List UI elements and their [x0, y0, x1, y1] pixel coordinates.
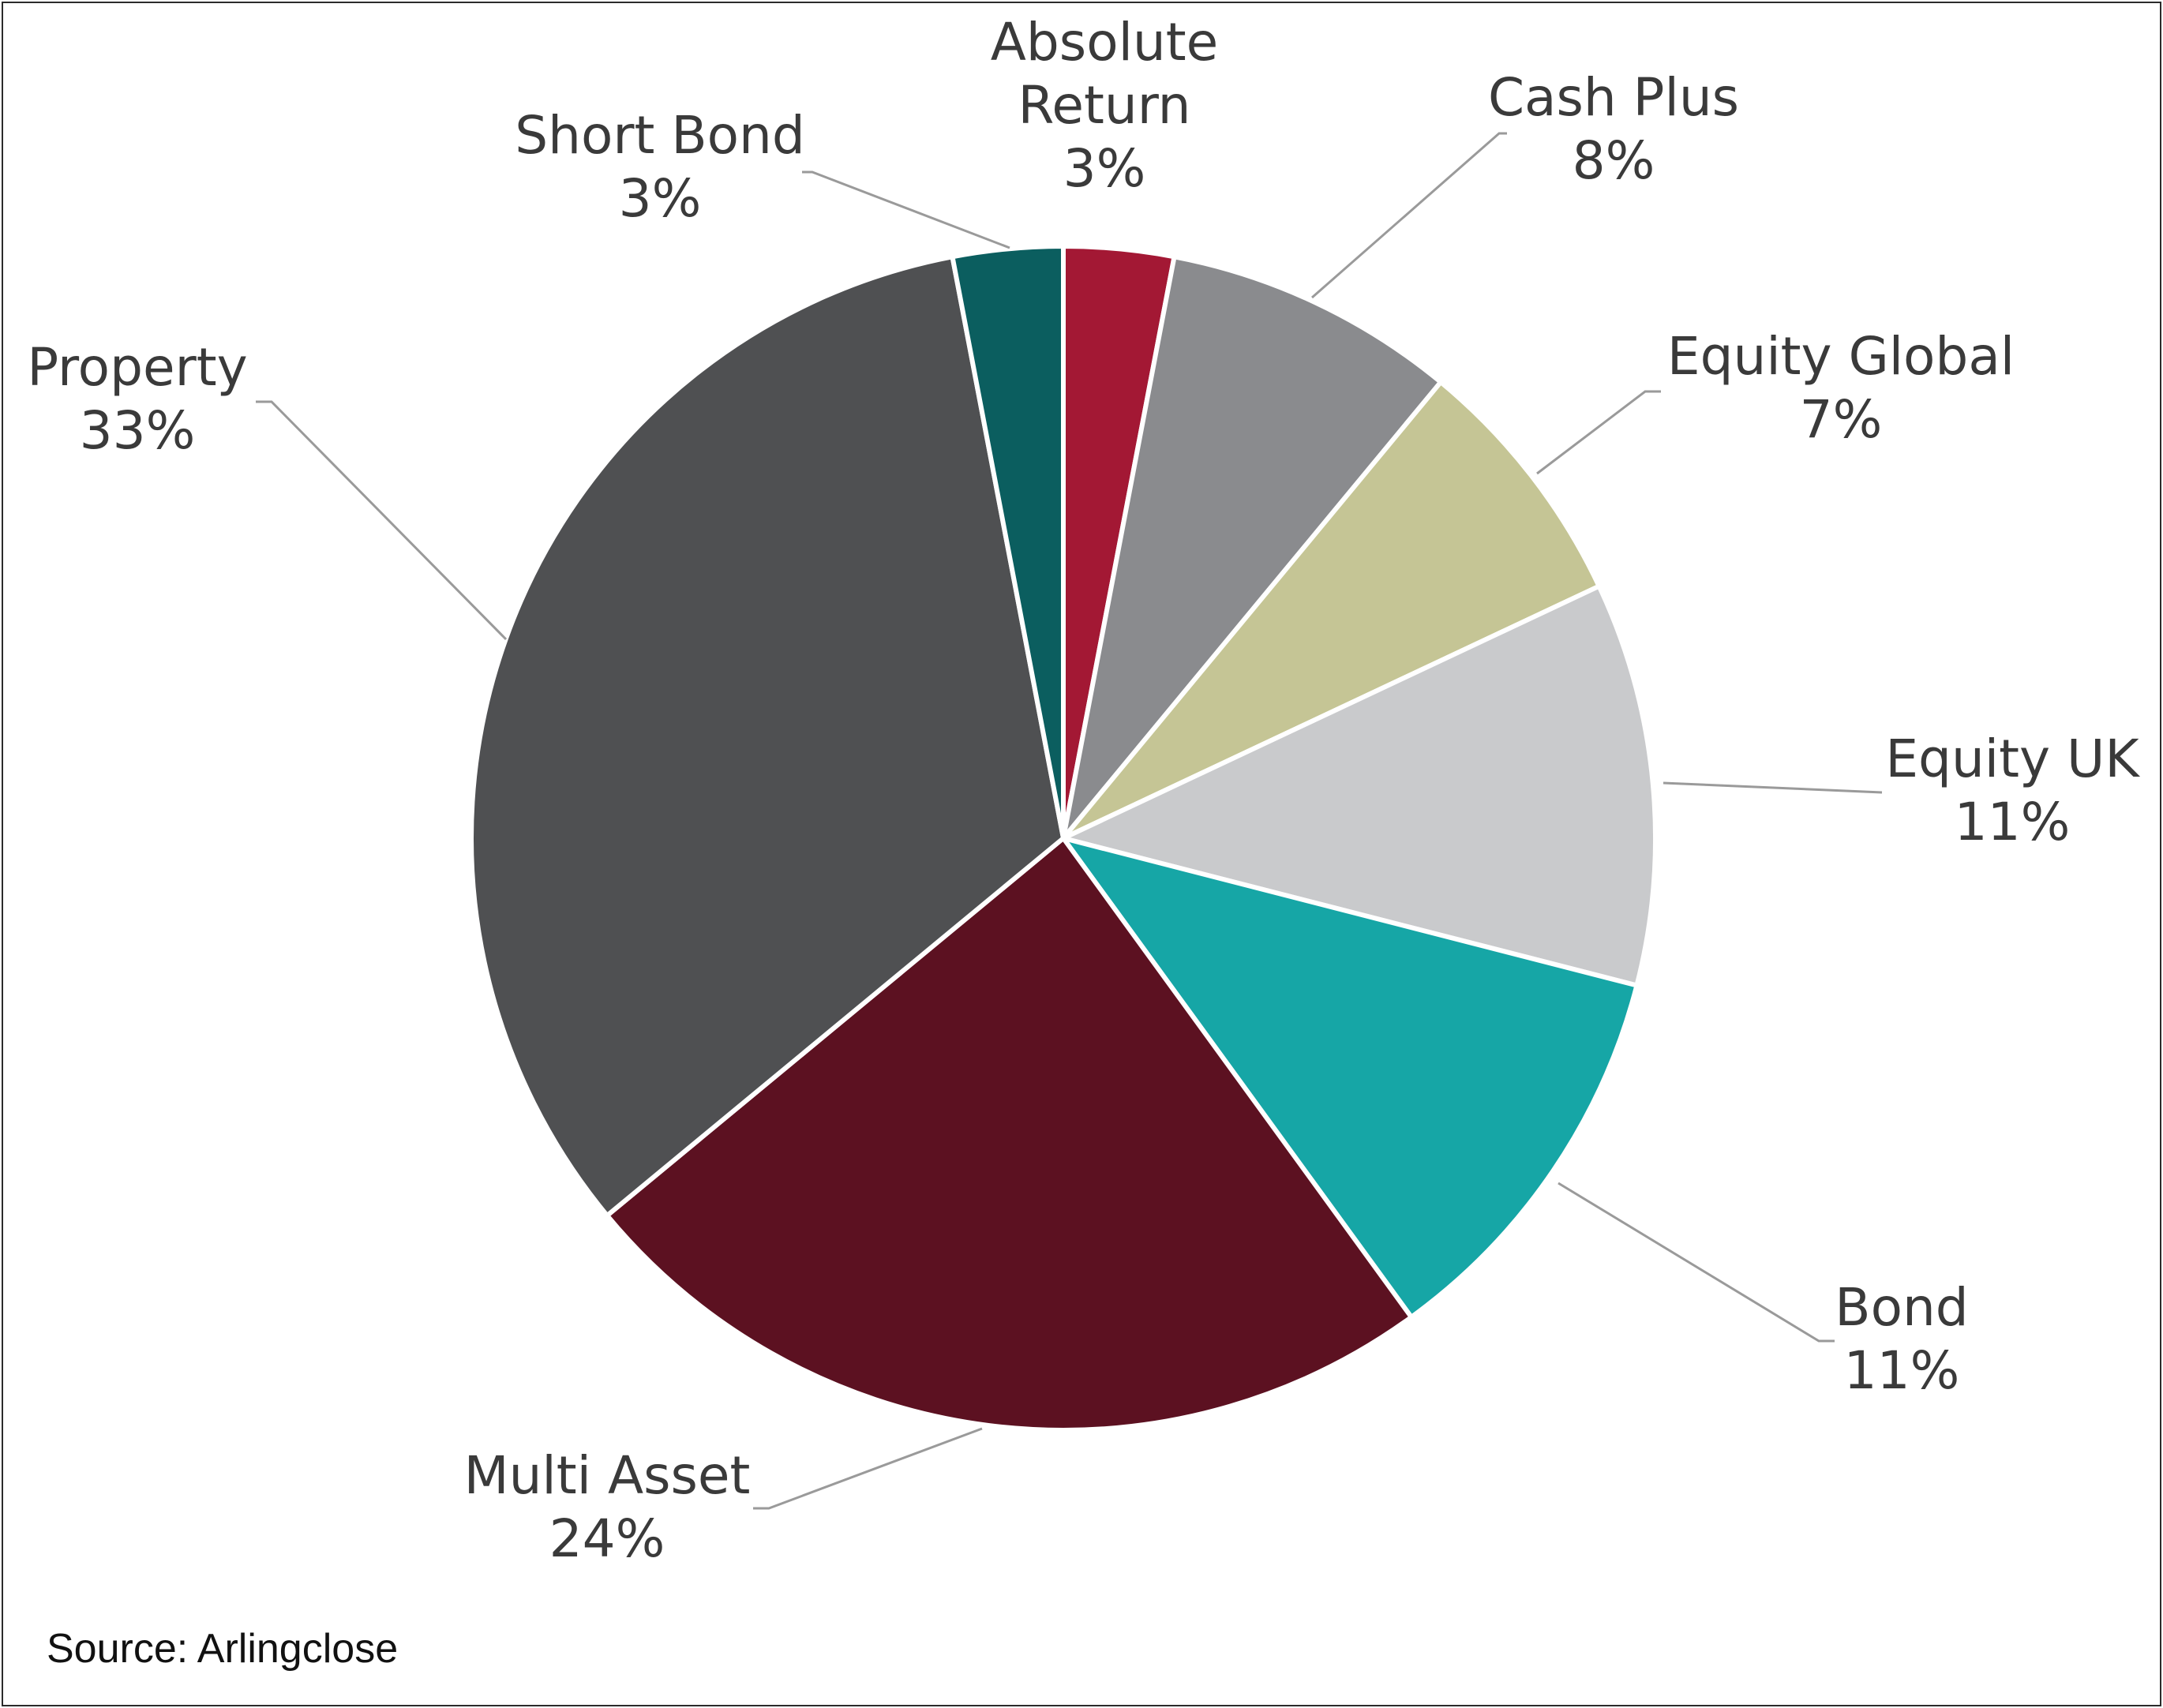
slice-name-label: Equity Global — [1667, 326, 2015, 387]
leader-line-cash-plus — [1311, 132, 1507, 299]
leader-line-short-bond — [802, 170, 1010, 249]
pie-slice-bond — [1061, 836, 1640, 1320]
slice-value-label: 33% — [80, 400, 196, 461]
slice-labels: Absolute Return 3%Cash Plus 8%Equity Global… — [27, 12, 2140, 1569]
slice-name-label: Short Bond — [515, 105, 804, 166]
pie-slice-equity-uk — [1061, 583, 1658, 988]
slice-value-label: 3% — [1063, 138, 1146, 199]
pie-slice-cash-plus — [1061, 254, 1444, 841]
pie-slices — [468, 244, 1658, 1433]
slice-name-label: Bond — [1835, 1277, 1968, 1338]
slice-value-label: 7% — [1800, 389, 1883, 450]
slice-name-label: Property — [27, 337, 247, 398]
slice-label-equity-uk: Equity UK 11% — [1885, 729, 2140, 852]
pie-slice-multi-asset — [605, 836, 1414, 1433]
slice-label-property: Property 33% — [27, 337, 247, 461]
slice-name-label: Equity UK — [1885, 729, 2140, 789]
pie-slice-equity-global — [1061, 380, 1602, 841]
leader-line-equity-uk — [1663, 781, 1883, 794]
slice-label-multi-asset: Multi Asset 24% — [464, 1445, 751, 1569]
slice-name-label: Absolute — [991, 12, 1218, 73]
leader-line-property — [256, 400, 508, 641]
slice-label-cash-plus: Cash Plus 8% — [1488, 67, 1739, 191]
leader-line-multi-asset — [753, 1427, 983, 1510]
slice-value-label: 8% — [1573, 130, 1655, 191]
slice-value-label: 11% — [1844, 1340, 1960, 1401]
leader-line-equity-global — [1536, 390, 1661, 475]
slice-name-label: Cash Plus — [1488, 67, 1739, 128]
slice-value-label: 24% — [549, 1508, 665, 1569]
slice-name-label: Multi Asset — [464, 1445, 751, 1506]
slice-label-bond: Bond 11% — [1835, 1277, 1968, 1401]
slice-label-short-bond: Short Bond 3% — [515, 105, 804, 229]
pie-chart: Absolute Return 3%Cash Plus 8%Equity Global… — [27, 12, 2140, 1569]
pie-slice-short-bond — [950, 244, 1066, 841]
slice-value-label: 3% — [619, 168, 702, 229]
slice-label-absolute-return: Absolute Return 3% — [991, 12, 1218, 199]
slice-name-label: Return — [1018, 75, 1190, 136]
source-note: Source: Arlingclose — [47, 1626, 399, 1672]
leader-lines — [256, 132, 1883, 1510]
slice-label-equity-global: Equity Global 7% — [1667, 326, 2015, 450]
slice-value-label: 11% — [1955, 792, 2071, 852]
leader-line-bond — [1558, 1182, 1835, 1343]
pie-slice-property — [468, 254, 1066, 1219]
